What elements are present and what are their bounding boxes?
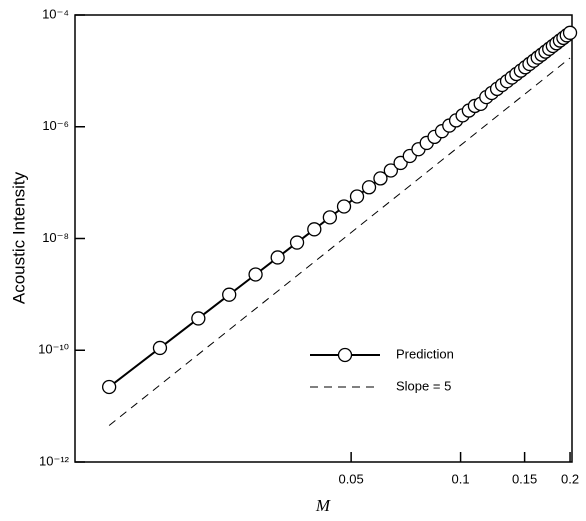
data-point: [248, 267, 263, 282]
series-line: [108, 57, 571, 426]
data-point: [383, 163, 399, 178]
data-point: [361, 180, 377, 195]
legend-marker: [337, 347, 353, 363]
data-point: [373, 171, 388, 186]
x-tick-label: 0.2: [561, 471, 579, 486]
y-axis-label: Acoustic Intensity: [9, 171, 28, 304]
x-tick-label: 0.15: [512, 471, 537, 486]
data-point: [336, 199, 352, 214]
data-point: [307, 222, 322, 237]
data-point: [562, 25, 578, 40]
x-tick-label: 0.1: [452, 471, 470, 486]
data-point: [289, 235, 305, 250]
data-point: [101, 379, 117, 395]
data-point: [270, 250, 285, 265]
x-axis-label: M: [315, 496, 331, 515]
y-tick-label: 10⁻⁸: [42, 230, 69, 245]
x-tick-label: 0.05: [338, 471, 363, 486]
data-point: [191, 311, 206, 326]
data-point: [349, 189, 365, 204]
data-point: [152, 340, 168, 356]
data-point: [222, 287, 237, 302]
y-tick-label: 10⁻⁶: [42, 118, 69, 133]
legend-label: Slope = 5: [396, 378, 451, 393]
y-tick-label: 10⁻¹⁰: [38, 342, 69, 357]
y-tick-label: 10⁻¹²: [39, 453, 70, 468]
data-point: [322, 210, 338, 225]
legend-label: Prediction: [396, 346, 454, 361]
y-tick-label: 10⁻⁴: [42, 6, 69, 21]
